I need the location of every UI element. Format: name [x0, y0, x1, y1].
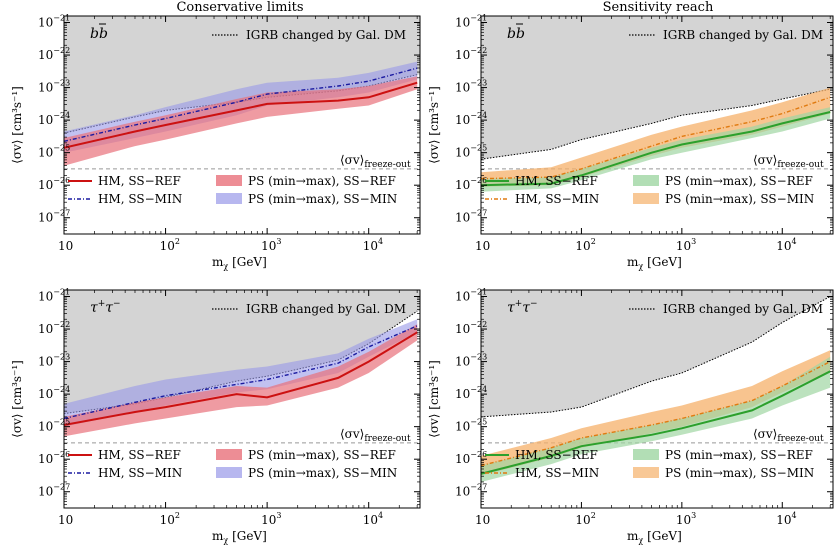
x-tick-label: 103	[261, 237, 281, 253]
hm-ref-line	[481, 111, 831, 187]
igrb-legend-label: IGRB changed by Gal. DM	[663, 28, 823, 42]
ps-min-legend-swatch	[633, 467, 659, 478]
y-tick-label: 10−27	[455, 483, 487, 499]
plot-area	[481, 16, 833, 192]
x-tick-label: 104	[363, 511, 383, 527]
ps-ref-legend-label: PS (min→max), SS−REF	[248, 174, 396, 188]
ps-min-legend-label: PS (min→max), SS−MIN	[248, 192, 397, 206]
hm-ref-legend-label: HM, SS−REF	[98, 448, 181, 462]
ps-min-legend-label: PS (min→max), SS−MIN	[665, 466, 814, 480]
x-tick-label: 10	[58, 239, 73, 253]
x-axis-label: mχ [GeV]	[627, 255, 682, 271]
hm-min-legend-label: HM, SS−MIN	[515, 466, 599, 480]
y-axis-label: ⟨σv⟩ [cm³s⁻¹]	[427, 360, 441, 438]
x-axis-label: mχ [GeV]	[212, 255, 267, 271]
ps-ref-legend-label: PS (min→max), SS−REF	[665, 448, 813, 462]
freeze-out-label: ⟨σv⟩freeze-out	[753, 153, 824, 170]
x-tick-label: 10	[58, 513, 73, 527]
ps-ref-legend-swatch	[633, 449, 659, 460]
channel-label: τ+τ−	[90, 299, 121, 316]
y-tick-label: 10−27	[38, 209, 70, 225]
channel-label: bb	[507, 26, 525, 42]
ps-min-legend-swatch	[216, 193, 242, 204]
hm-min-line	[481, 360, 831, 467]
plot-area	[64, 16, 420, 170]
igrb-legend-label: IGRB changed by Gal. DM	[663, 302, 823, 316]
hm-ref-legend-label: HM, SS−REF	[98, 174, 181, 188]
x-tick-label: 103	[676, 237, 696, 253]
plot-area	[64, 290, 420, 444]
freeze-out-label: ⟨σv⟩freeze-out	[340, 153, 411, 170]
hm-min-legend-label: HM, SS−MIN	[98, 192, 182, 206]
x-tick-label: 102	[575, 237, 595, 253]
plot-area	[481, 290, 833, 482]
igrb-region	[64, 16, 420, 134]
igrb-boundary-line	[481, 296, 831, 418]
hm-min-line	[64, 67, 418, 142]
x-tick-label: 104	[363, 237, 383, 253]
ps-min-legend-swatch	[216, 467, 242, 478]
y-tick-label: 10−27	[38, 483, 70, 499]
hm-ref-line	[481, 370, 831, 475]
channel-label: bb	[90, 26, 108, 42]
x-tick-label: 104	[776, 237, 796, 253]
hm-min-line	[481, 96, 831, 180]
ps-ref-legend-swatch	[216, 175, 242, 186]
igrb-region	[481, 16, 833, 160]
y-axis-label: ⟨σv⟩ [cm³s⁻¹]	[427, 86, 441, 164]
ps-ref-band	[64, 76, 418, 166]
freeze-out-label: ⟨σv⟩freeze-out	[340, 427, 411, 444]
ps-ref-legend-swatch	[633, 175, 659, 186]
x-tick-label: 104	[776, 511, 796, 527]
x-tick-label: 102	[160, 511, 180, 527]
x-tick-label: 103	[676, 511, 696, 527]
igrb-boundary-line	[481, 88, 831, 160]
y-tick-label: 10−26	[38, 450, 70, 466]
ps-min-legend-swatch	[633, 193, 659, 204]
y-tick-label: 10−25	[455, 418, 487, 434]
x-tick-label: 10	[475, 239, 490, 253]
column-title-left: Conservative limits	[176, 0, 303, 15]
ps-ref-legend-swatch	[216, 449, 242, 460]
hm-ref-line	[64, 81, 418, 149]
ps-ref-legend-label: PS (min→max), SS−REF	[248, 448, 396, 462]
igrb-legend-label: IGRB changed by Gal. DM	[246, 302, 406, 316]
hm-min-line	[64, 325, 418, 420]
column-title-right: Sensitivity reach	[603, 0, 714, 15]
y-tick-label: 10−26	[38, 176, 70, 192]
freeze-out-label: ⟨σv⟩freeze-out	[753, 427, 824, 444]
x-tick-label: 102	[160, 237, 180, 253]
x-axis-label: mχ [GeV]	[627, 529, 682, 545]
y-tick-label: 10−27	[455, 209, 487, 225]
x-axis-label: mχ [GeV]	[212, 529, 267, 545]
x-tick-label: 102	[575, 511, 595, 527]
ps-min-legend-label: PS (min→max), SS−MIN	[665, 192, 814, 206]
ps-ref-band	[481, 107, 831, 192]
hm-min-legend-label: HM, SS−MIN	[98, 466, 182, 480]
x-tick-label: 103	[261, 511, 281, 527]
hm-min-legend-label: HM, SS−MIN	[515, 192, 599, 206]
hm-ref-legend-label: HM, SS−REF	[515, 448, 598, 462]
ps-min-legend-label: PS (min→max), SS−MIN	[248, 466, 397, 480]
hm-ref-line	[64, 331, 418, 426]
igrb-legend-label: IGRB changed by Gal. DM	[246, 28, 406, 42]
igrb-region	[481, 290, 833, 417]
y-axis-label: ⟨σv⟩ [cm³s⁻¹]	[10, 360, 24, 438]
x-tick-label: 10	[475, 513, 490, 527]
hm-ref-legend-label: HM, SS−REF	[515, 174, 598, 188]
ps-ref-legend-label: PS (min→max), SS−REF	[665, 174, 813, 188]
channel-label: τ+τ−	[507, 299, 538, 316]
y-axis-label: ⟨σv⟩ [cm³s⁻¹]	[10, 86, 24, 164]
ps-min-band	[481, 87, 831, 187]
